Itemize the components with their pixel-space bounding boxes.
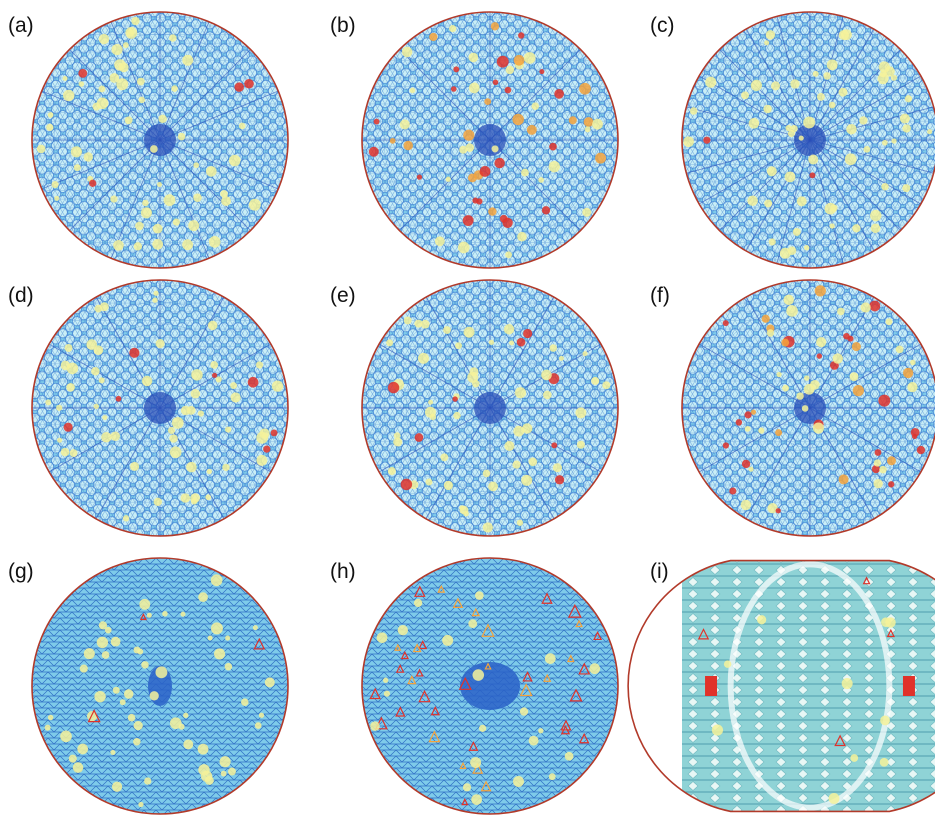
mesh (32, 558, 288, 814)
rim (361, 11, 619, 269)
mesh (682, 280, 935, 536)
mesh (362, 280, 618, 536)
rim (361, 557, 619, 815)
mesh (32, 12, 288, 268)
panel-label: (b) (330, 14, 356, 37)
rim (681, 279, 935, 537)
panel-g (31, 557, 289, 815)
rim (681, 11, 935, 269)
panel-i (627, 559, 935, 813)
panel-a (31, 11, 289, 269)
mesh (362, 12, 618, 268)
panel-label: (i) (650, 560, 669, 583)
rim (627, 559, 935, 813)
panel-h (361, 557, 619, 815)
panel-label: (f) (650, 284, 670, 307)
mesh (32, 280, 288, 536)
panel-label: (d) (8, 284, 34, 307)
panel-label: (h) (330, 560, 356, 583)
mesh (682, 560, 935, 812)
panel-c (681, 11, 935, 269)
panel-label: (c) (650, 14, 675, 37)
panel-label: (a) (8, 14, 34, 37)
mesh (682, 12, 935, 268)
mesh (362, 558, 618, 814)
panel-label: (g) (8, 560, 34, 583)
rim (31, 11, 289, 269)
rim (31, 557, 289, 815)
panel-f (681, 279, 935, 537)
rim (31, 279, 289, 537)
rim (361, 279, 619, 537)
panel-label: (e) (330, 284, 356, 307)
panel-d (31, 279, 289, 537)
panel-e (361, 279, 619, 537)
panel-b (361, 11, 619, 269)
